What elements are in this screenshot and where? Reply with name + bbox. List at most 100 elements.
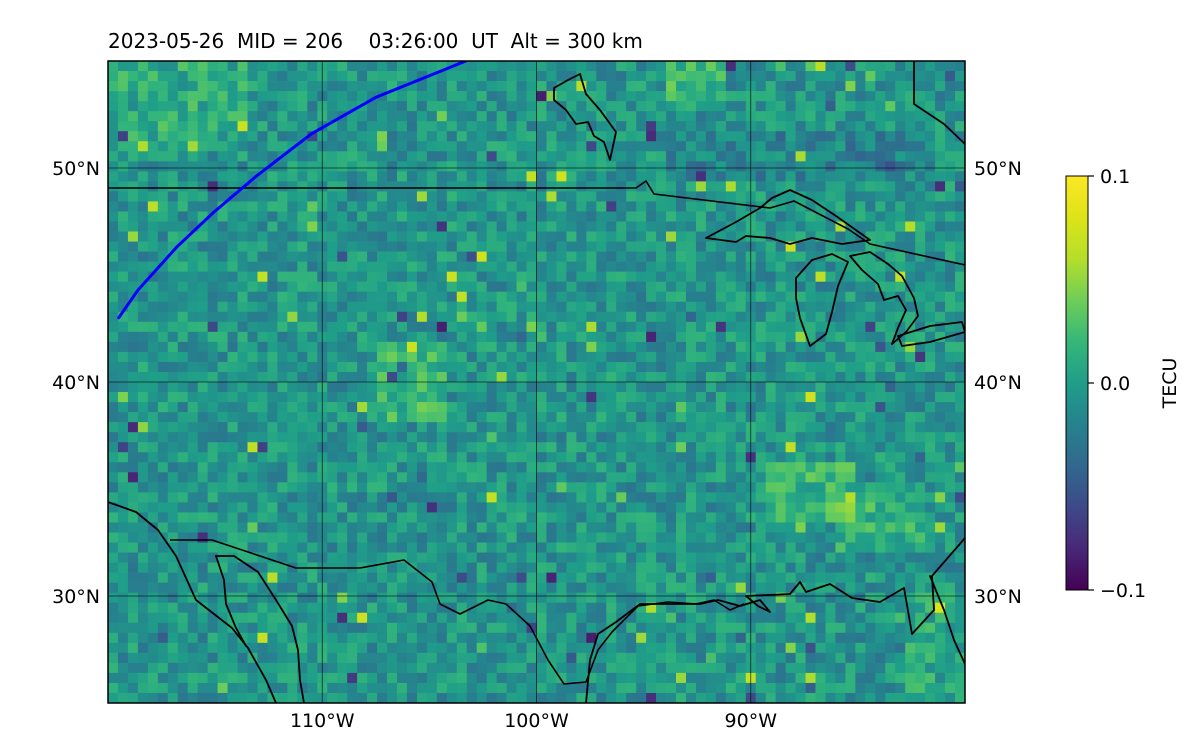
heatmap-cell (127, 341, 139, 353)
heatmap-cell (725, 612, 737, 624)
heatmap-cell (725, 251, 737, 262)
heatmap-cell (167, 301, 179, 313)
heatmap-cell (606, 161, 617, 172)
heatmap-cell (277, 71, 288, 82)
heatmap-cell (377, 532, 388, 543)
heatmap-cell (426, 371, 438, 383)
heatmap-cell (705, 71, 717, 82)
heatmap-cell (865, 61, 876, 72)
heatmap-cell (875, 251, 886, 262)
heatmap-cell (337, 382, 348, 393)
heatmap-cell (765, 532, 777, 543)
heatmap-cell (576, 542, 587, 553)
heatmap-cell (785, 331, 796, 343)
heatmap-cell (925, 622, 936, 634)
heatmap-cell (237, 161, 248, 172)
heatmap-cell (765, 241, 777, 252)
heatmap-cell (775, 151, 786, 162)
heatmap-cell (357, 622, 368, 634)
heatmap-cell (337, 341, 348, 353)
heatmap-cell (775, 281, 786, 293)
heatmap-cell (426, 402, 438, 413)
heatmap-cell (357, 552, 368, 563)
heatmap-cell (496, 331, 507, 343)
heatmap-cell (845, 361, 856, 373)
heatmap-cell (835, 121, 846, 132)
heatmap-cell (476, 291, 488, 303)
heatmap-cell (127, 592, 139, 604)
heatmap-cell (337, 622, 348, 634)
heatmap-cell (257, 382, 268, 393)
heatmap-cell (875, 91, 886, 102)
heatmap-cell (685, 412, 697, 423)
heatmap-cell (476, 572, 488, 583)
heatmap-cell (377, 231, 388, 242)
heatmap-cell (516, 301, 527, 313)
heatmap-cell (137, 482, 149, 493)
heatmap-cell (357, 161, 368, 172)
heatmap-cell (925, 141, 936, 152)
heatmap-cell (416, 392, 428, 403)
heatmap-cell (905, 592, 916, 604)
heatmap-cell (715, 191, 727, 202)
heatmap-cell (396, 452, 408, 463)
heatmap-cell (187, 141, 199, 152)
heatmap-cell (147, 351, 159, 363)
heatmap-cell (805, 382, 816, 393)
heatmap-cell (347, 231, 358, 242)
heatmap-cell (506, 221, 517, 232)
heatmap-cell (197, 582, 209, 594)
heatmap-cell (247, 111, 258, 122)
heatmap-cell (147, 432, 159, 443)
heatmap-cell (327, 632, 338, 644)
heatmap-cell (347, 442, 358, 453)
heatmap-cell (556, 622, 567, 634)
heatmap-cell (257, 331, 268, 343)
heatmap-cell (815, 592, 826, 604)
heatmap-cell (616, 131, 627, 142)
heatmap-cell (436, 492, 448, 503)
heatmap-cell (347, 612, 358, 624)
heatmap-cell (825, 61, 836, 72)
heatmap-cell (167, 622, 179, 634)
heatmap-cell (277, 382, 288, 393)
heatmap-cell (416, 552, 428, 563)
heatmap-cell (715, 482, 727, 493)
heatmap-cell (955, 331, 965, 343)
heatmap-cell (197, 432, 209, 443)
heatmap-cell (347, 472, 358, 483)
heatmap-cell (237, 311, 248, 323)
heatmap-cell (207, 181, 218, 192)
heatmap-cell (616, 502, 627, 513)
heatmap-cell (227, 382, 238, 393)
heatmap-cell (446, 101, 458, 112)
heatmap-cell (705, 241, 717, 252)
heatmap-cell (666, 612, 677, 624)
heatmap-cell (387, 502, 398, 513)
heatmap-cell (646, 231, 657, 242)
heatmap-cell (805, 502, 816, 513)
heatmap-cell (436, 271, 448, 283)
heatmap-cell (666, 201, 677, 212)
heatmap-cell (666, 402, 677, 413)
heatmap-cell (436, 251, 448, 262)
heatmap-cell (646, 101, 657, 112)
heatmap-cell (426, 131, 438, 142)
heatmap-cell (815, 572, 826, 583)
heatmap-cell (426, 492, 438, 503)
heatmap-cell (905, 632, 916, 644)
heatmap-cell (865, 622, 876, 634)
heatmap-cell (516, 241, 527, 252)
heatmap-cell (237, 231, 248, 242)
heatmap-cell (197, 171, 209, 182)
heatmap-cell (546, 201, 557, 212)
heatmap-cell (596, 361, 607, 373)
heatmap-cell (676, 101, 687, 112)
heatmap-cell (656, 91, 667, 102)
heatmap-cell (406, 261, 418, 273)
heatmap-cell (496, 231, 507, 242)
heatmap-cell (137, 271, 149, 283)
heatmap-cell (785, 341, 796, 353)
heatmap-cell (616, 221, 627, 232)
heatmap-cell (387, 251, 398, 262)
